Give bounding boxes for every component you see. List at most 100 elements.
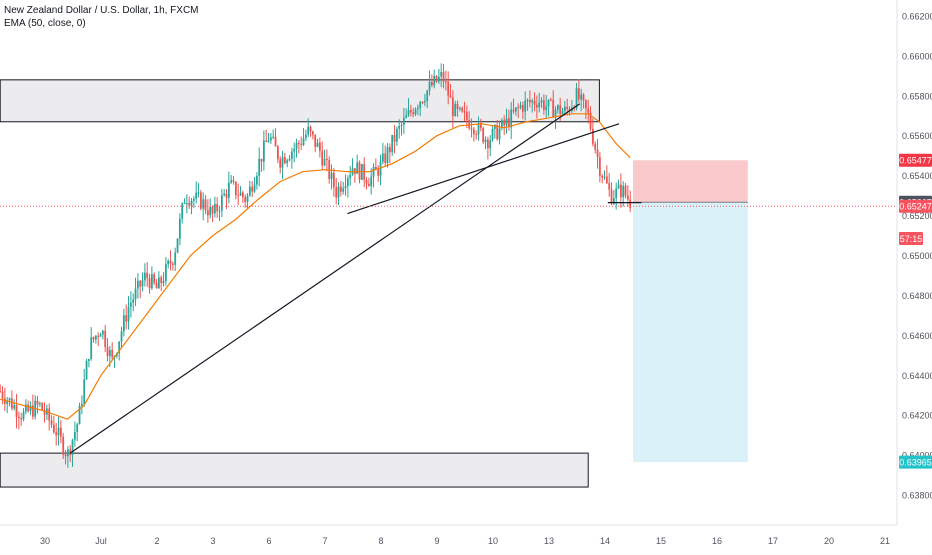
candle-body xyxy=(323,158,326,166)
candle-body xyxy=(356,162,359,174)
candle-body xyxy=(307,126,310,135)
candle-body xyxy=(622,185,625,198)
candle-body xyxy=(94,335,97,340)
candle-body xyxy=(239,192,242,196)
time-tick-label: 20 xyxy=(824,536,834,546)
candle-body xyxy=(251,186,254,192)
candle-body xyxy=(276,146,279,160)
take-profit-zone xyxy=(633,202,748,463)
candle-body xyxy=(304,134,307,139)
candle-body xyxy=(624,185,627,196)
candle-body xyxy=(127,306,130,322)
candle-body xyxy=(202,199,205,209)
time-tick-label: 16 xyxy=(712,536,722,546)
candle-body xyxy=(167,260,170,265)
candle-body xyxy=(246,195,249,202)
candle-body xyxy=(83,379,86,404)
candle-body xyxy=(423,100,426,103)
candle-body xyxy=(92,337,95,340)
price-tick-label: 0.65200 xyxy=(902,211,932,221)
candle-body xyxy=(479,123,482,129)
candle-body xyxy=(379,161,382,176)
candle-body xyxy=(596,149,599,158)
candle-body xyxy=(321,150,324,166)
candle-body xyxy=(582,94,585,100)
axis-price-label-bg xyxy=(899,455,932,469)
candle-body xyxy=(398,125,401,129)
candle-body xyxy=(297,143,300,145)
time-tick-label: 2 xyxy=(154,536,159,546)
candle-body xyxy=(337,186,340,198)
candle-body xyxy=(440,71,443,77)
price-tick-label: 0.65000 xyxy=(902,251,932,261)
price-tick-label: 0.65400 xyxy=(902,171,932,181)
candle-body xyxy=(589,112,592,129)
candle-body xyxy=(381,153,384,162)
candle-body xyxy=(52,424,55,433)
candle-body xyxy=(489,139,492,149)
candle-body xyxy=(496,125,499,140)
candle-body xyxy=(15,405,18,417)
candle-body xyxy=(272,136,275,138)
candle-body xyxy=(206,210,209,216)
candle-body xyxy=(204,199,207,211)
candle-body xyxy=(517,107,520,109)
candle-body xyxy=(27,404,30,412)
candle-body xyxy=(22,411,25,420)
candle-body xyxy=(232,180,235,182)
candle-body xyxy=(470,128,473,130)
candle-body xyxy=(610,189,613,204)
axis-price-label-bg xyxy=(899,199,932,213)
candle-body xyxy=(41,403,44,411)
candle-body xyxy=(535,104,538,108)
candle-body xyxy=(372,166,375,177)
candle-body xyxy=(274,136,277,147)
time-tick-label: 17 xyxy=(768,536,778,546)
candle-body xyxy=(493,125,496,129)
candle-body xyxy=(293,148,296,152)
candle-body xyxy=(575,88,578,109)
candle-body xyxy=(85,360,88,380)
candle-body xyxy=(241,192,244,198)
candle-body xyxy=(400,124,403,126)
time-tick-label: 13 xyxy=(544,536,554,546)
price-tick-label: 0.64600 xyxy=(902,331,932,341)
candle-body xyxy=(57,427,60,436)
candle-body xyxy=(283,157,286,164)
candle-body xyxy=(134,288,137,300)
stop-loss-zone xyxy=(633,160,748,203)
candle-body xyxy=(108,349,111,356)
time-tick-label: 14 xyxy=(600,536,610,546)
candle-body xyxy=(286,160,289,164)
candle-body xyxy=(365,179,368,184)
candle-body xyxy=(598,157,601,176)
candle-body xyxy=(426,90,429,101)
candle-body xyxy=(419,102,422,108)
main-uptrend-line xyxy=(69,103,581,454)
candle-body xyxy=(563,106,566,112)
price-tick-label: 0.64400 xyxy=(902,371,932,381)
time-tick-label: 7 xyxy=(322,536,327,546)
candle-body xyxy=(148,278,151,289)
candle-body xyxy=(512,109,515,112)
candle-body xyxy=(13,405,16,409)
candle-body xyxy=(619,184,622,198)
candle-body xyxy=(318,142,321,151)
candle-body xyxy=(561,111,564,115)
price-tick-label: 0.66000 xyxy=(902,51,932,61)
candle-body xyxy=(507,118,510,128)
candle-body xyxy=(295,143,298,149)
candle-body xyxy=(566,106,569,110)
candle-body xyxy=(176,238,179,253)
candle-body xyxy=(76,424,79,432)
candle-body xyxy=(349,174,352,179)
candle-body xyxy=(591,128,594,144)
candle-body xyxy=(10,398,13,409)
candle-body xyxy=(577,88,580,100)
candle-body xyxy=(211,206,214,214)
legend-indicator-line: EMA (50, close, 0) xyxy=(4,18,86,29)
candle-body xyxy=(545,106,548,111)
candle-body xyxy=(237,195,240,197)
